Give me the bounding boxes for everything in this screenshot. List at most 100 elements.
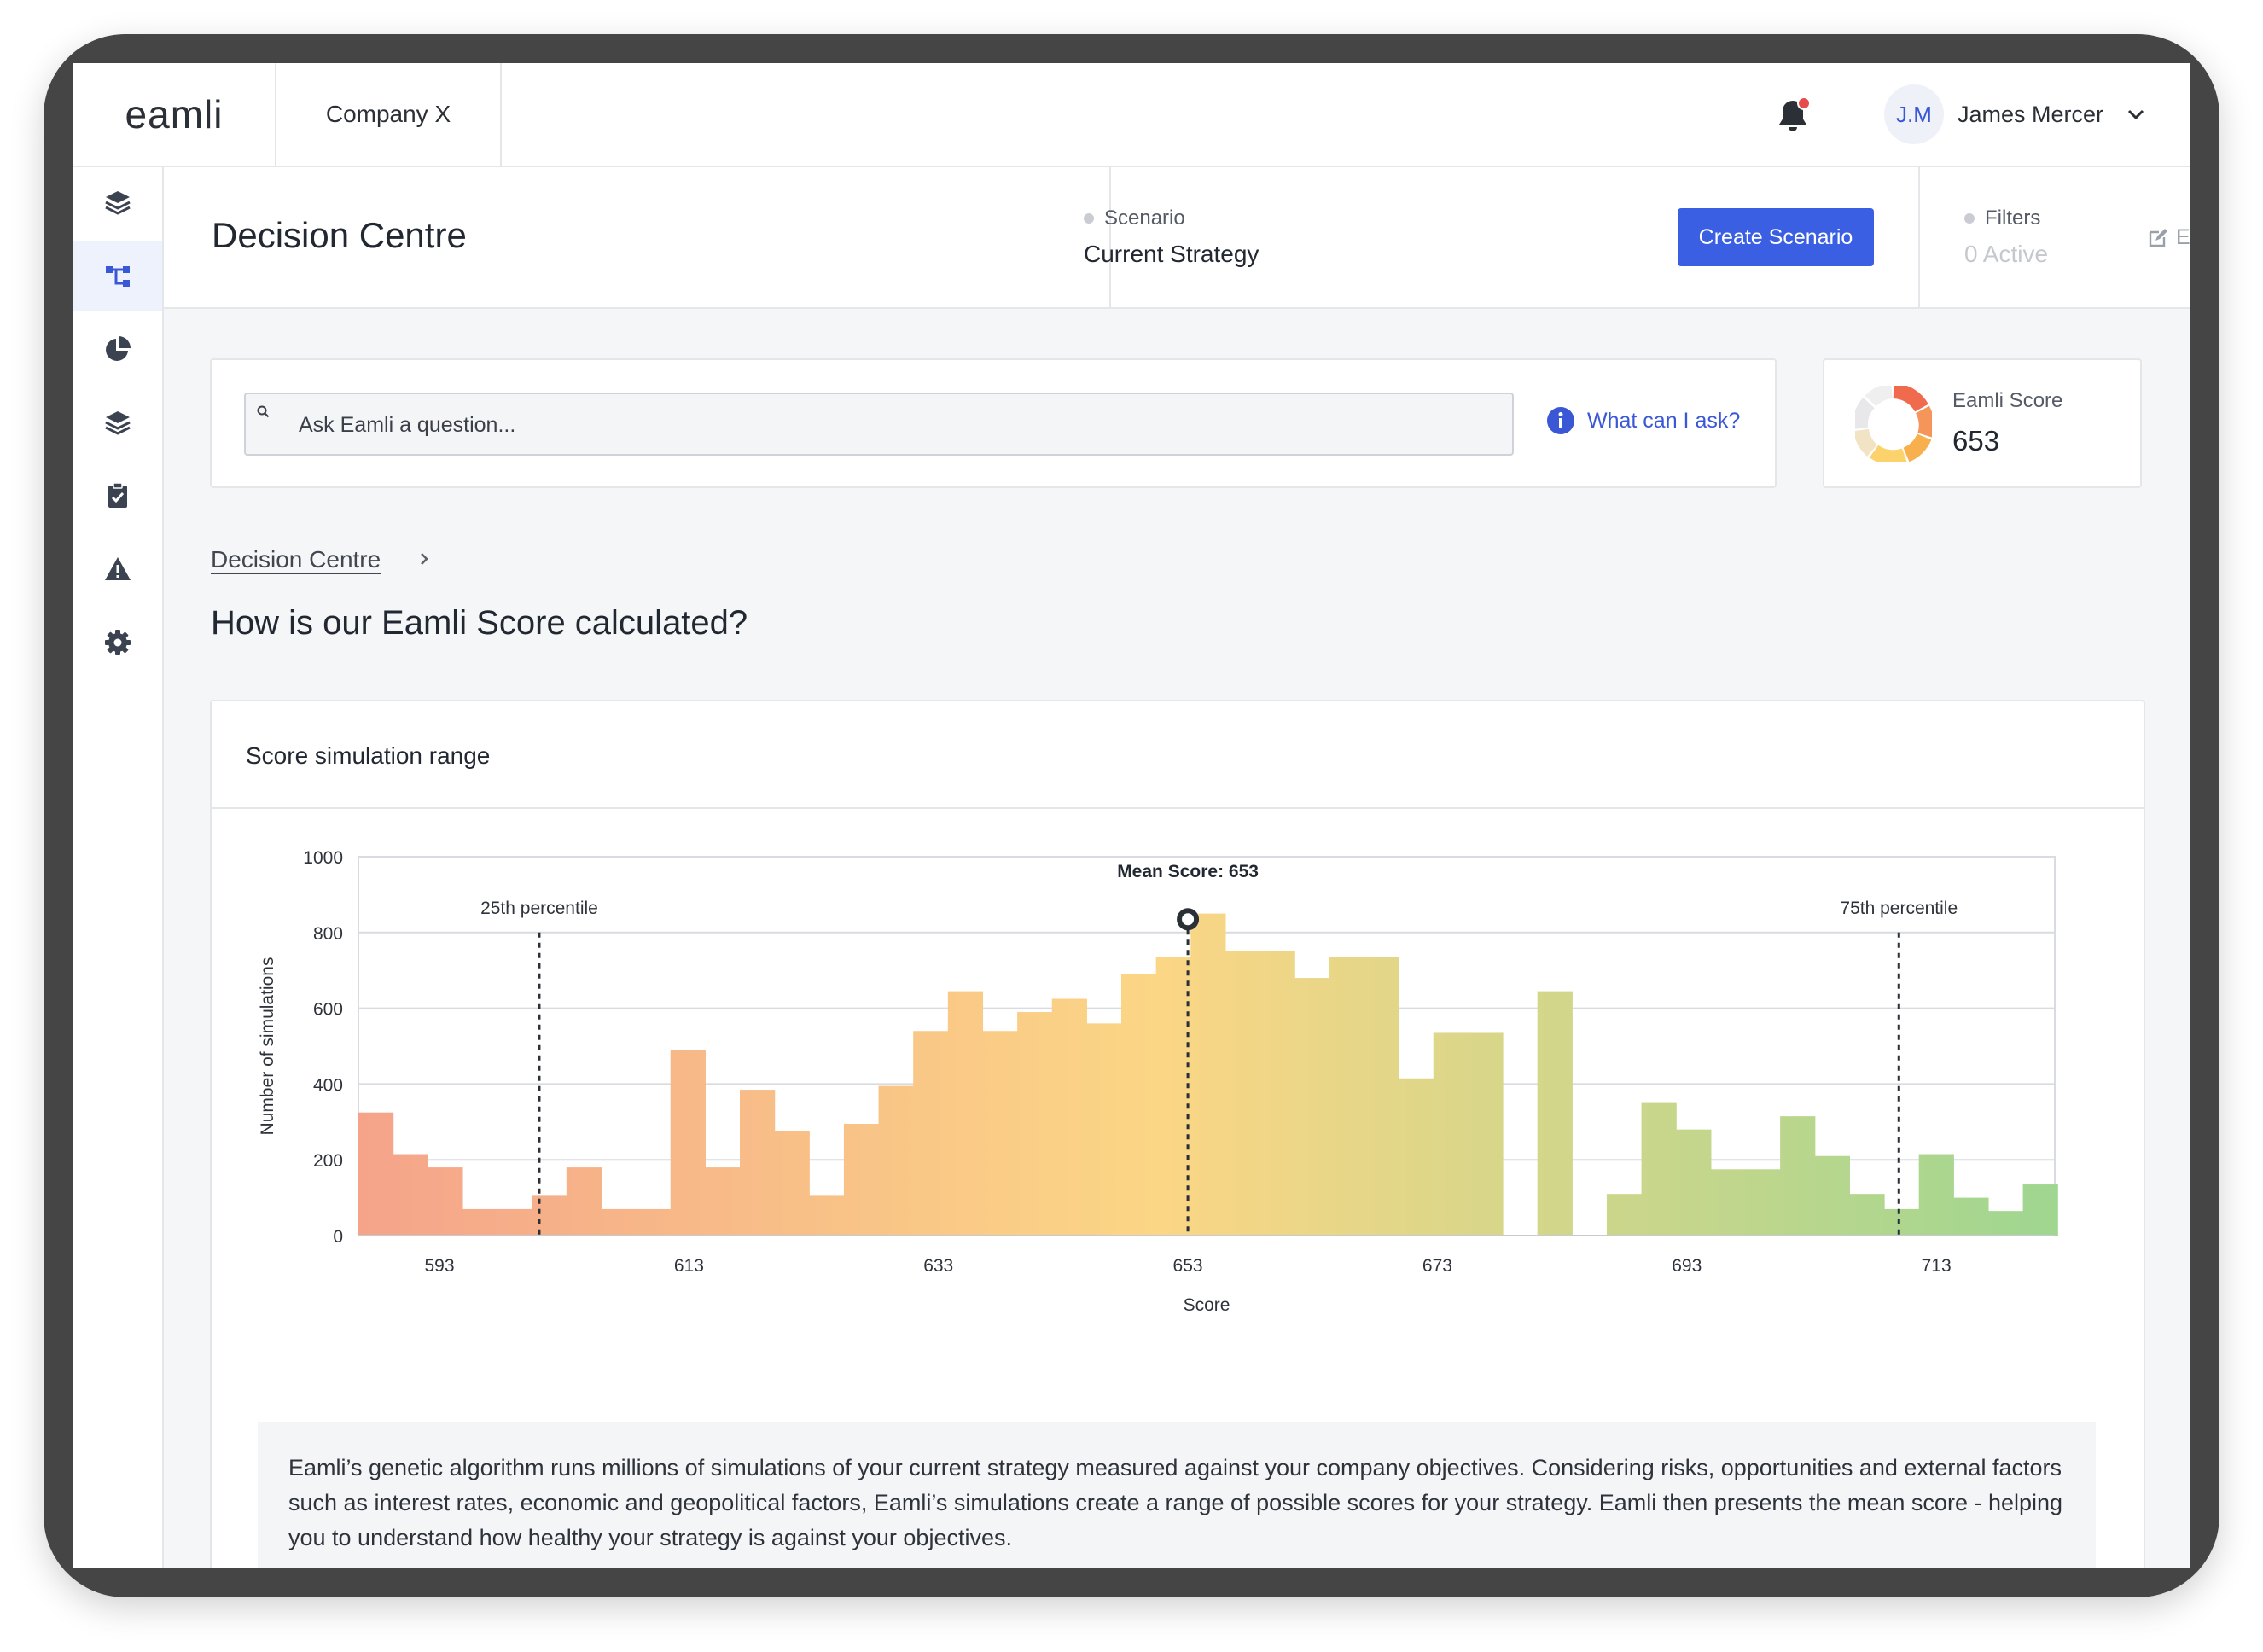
x-tick-label: 593: [424, 1256, 454, 1276]
create-scenario-button[interactable]: Create Scenario: [1678, 208, 1874, 266]
histogram-bar: [809, 1195, 845, 1236]
notification-bell-icon[interactable]: [1771, 96, 1814, 138]
layers-alt-icon: [105, 411, 131, 435]
edit-icon: [2149, 228, 2167, 247]
sidebar-item-layers[interactable]: [73, 167, 162, 237]
filters-label-text: Filters: [1985, 206, 2041, 230]
chevron-right-icon: [421, 553, 428, 565]
header-divider: [1918, 167, 1920, 307]
y-tick-label: 600: [313, 1000, 343, 1020]
decision-tree-icon: [106, 266, 130, 287]
histogram-bar: [1399, 1078, 1434, 1236]
histogram-bar: [1814, 1155, 1850, 1236]
info-icon: [1547, 407, 1574, 434]
edit-filters-button[interactable]: Edit: [2147, 225, 2190, 250]
histogram-bar: [1676, 1129, 1712, 1236]
sidebar-item-decisions[interactable]: [73, 241, 162, 311]
page-heading: How is our Eamli Score calculated?: [211, 604, 748, 642]
card-title: Score simulation range: [246, 742, 491, 769]
scenario-selector[interactable]: Current Strategy: [1084, 241, 1259, 267]
histogram-bar: [393, 1154, 428, 1236]
histogram-bar: [1155, 957, 1191, 1236]
layers-icon: [105, 191, 131, 215]
histogram-bar: [1051, 998, 1087, 1236]
sidebar-item-settings[interactable]: [73, 608, 162, 678]
what-can-i-ask-link[interactable]: What can I ask?: [1546, 406, 1740, 435]
breadcrumb-decision-centre[interactable]: Decision Centre: [211, 546, 381, 573]
y-tick-label: 400: [313, 1075, 343, 1095]
histogram-bar: [2022, 1184, 2058, 1236]
histogram-bar: [1641, 1102, 1677, 1236]
mean-score-marker: [1177, 908, 1200, 931]
avatar: J.M: [1884, 84, 1944, 144]
clipboard-check-icon: [108, 482, 127, 508]
histogram-bar: [843, 1124, 880, 1236]
user-name: James Mercer: [1958, 101, 2104, 127]
sidebar-item-analytics[interactable]: [73, 314, 162, 384]
histogram-bar: [636, 1208, 672, 1236]
histogram-bar: [358, 1112, 394, 1236]
histogram-bar: [1953, 1197, 1989, 1236]
edit-label: Edit: [2176, 225, 2190, 249]
histogram-bar: [1225, 951, 1261, 1236]
histogram-bar: [1017, 1012, 1053, 1236]
ask-input-wrapper[interactable]: [244, 393, 1514, 456]
eamli-score-panel[interactable]: Eamli Score 653: [1823, 358, 2142, 488]
what-can-i-ask-label: What can I ask?: [1587, 408, 1741, 433]
x-tick-label: 693: [1672, 1256, 1702, 1276]
histogram-bar: [1918, 1154, 1954, 1236]
histogram-bar: [1294, 978, 1330, 1236]
histogram-bar: [1468, 1032, 1504, 1236]
histogram-bar: [1884, 1208, 1920, 1236]
x-tick-label: 613: [674, 1256, 704, 1276]
histogram-bar: [705, 1167, 741, 1236]
histogram-bar: [947, 991, 984, 1236]
warning-icon: [105, 557, 131, 580]
ask-question-input[interactable]: [297, 394, 1495, 456]
histogram-bar: [774, 1131, 810, 1236]
percentile-label: 75th percentile: [1840, 899, 1958, 918]
description-text: Eamli’s genetic algorithm runs millions …: [288, 1455, 2063, 1550]
score-value: 653: [1952, 425, 2000, 457]
x-tick-label: 633: [923, 1256, 953, 1276]
y-tick-label: 0: [333, 1227, 343, 1247]
x-tick-label: 653: [1173, 1256, 1203, 1276]
histogram-bar: [1745, 1169, 1781, 1236]
sidebar-item-portfolio[interactable]: [73, 387, 162, 457]
histogram-bar: [497, 1208, 532, 1236]
card-header: Score simulation range: [212, 701, 2144, 809]
y-tick-label: 1000: [303, 848, 343, 868]
histogram-bar: [566, 1167, 602, 1236]
sidebar: [73, 167, 164, 1568]
sidebar-item-tasks[interactable]: [73, 461, 162, 531]
score-histogram-chart: 0 200 400 600 800 1000 593 613 633 653 673 693 713 Sc…: [258, 848, 2058, 1315]
histogram-bar: [740, 1090, 776, 1236]
page-title: Decision Centre: [212, 215, 467, 255]
scenario-label-text: Scenario: [1104, 206, 1185, 230]
mean-score-label: Mean Score: 653: [1117, 862, 1259, 881]
company-selector[interactable]: Company X: [276, 63, 502, 166]
sidebar-item-risks[interactable]: [73, 534, 162, 604]
histogram-bar: [532, 1195, 567, 1236]
pie-chart-icon: [106, 336, 131, 361]
histogram-bar: [1780, 1116, 1816, 1236]
histogram-bar: [982, 1031, 1018, 1236]
histogram-bar: [1121, 974, 1157, 1236]
app-logo[interactable]: eamli: [73, 63, 276, 166]
gear-icon: [105, 630, 131, 655]
scenario-label: Scenario: [1084, 206, 1185, 230]
histogram-bar: [913, 1031, 949, 1236]
user-menu[interactable]: J.M James Mercer: [1884, 84, 2146, 145]
histogram-bar: [1537, 991, 1573, 1236]
histogram-bar: [1364, 957, 1399, 1236]
score-label: Eamli Score: [1952, 389, 2063, 412]
histogram-bar: [670, 1050, 706, 1236]
histogram-bar: [1987, 1211, 2024, 1236]
x-axis-title: Score: [1184, 1295, 1230, 1315]
chevron-down-icon: [2127, 109, 2144, 120]
histogram-bar: [462, 1208, 498, 1236]
histogram-bar: [601, 1208, 637, 1236]
histogram-bar: [1329, 957, 1365, 1236]
scenario-dot-icon: [1084, 213, 1094, 224]
filters-count[interactable]: 0 Active: [1964, 241, 2049, 267]
